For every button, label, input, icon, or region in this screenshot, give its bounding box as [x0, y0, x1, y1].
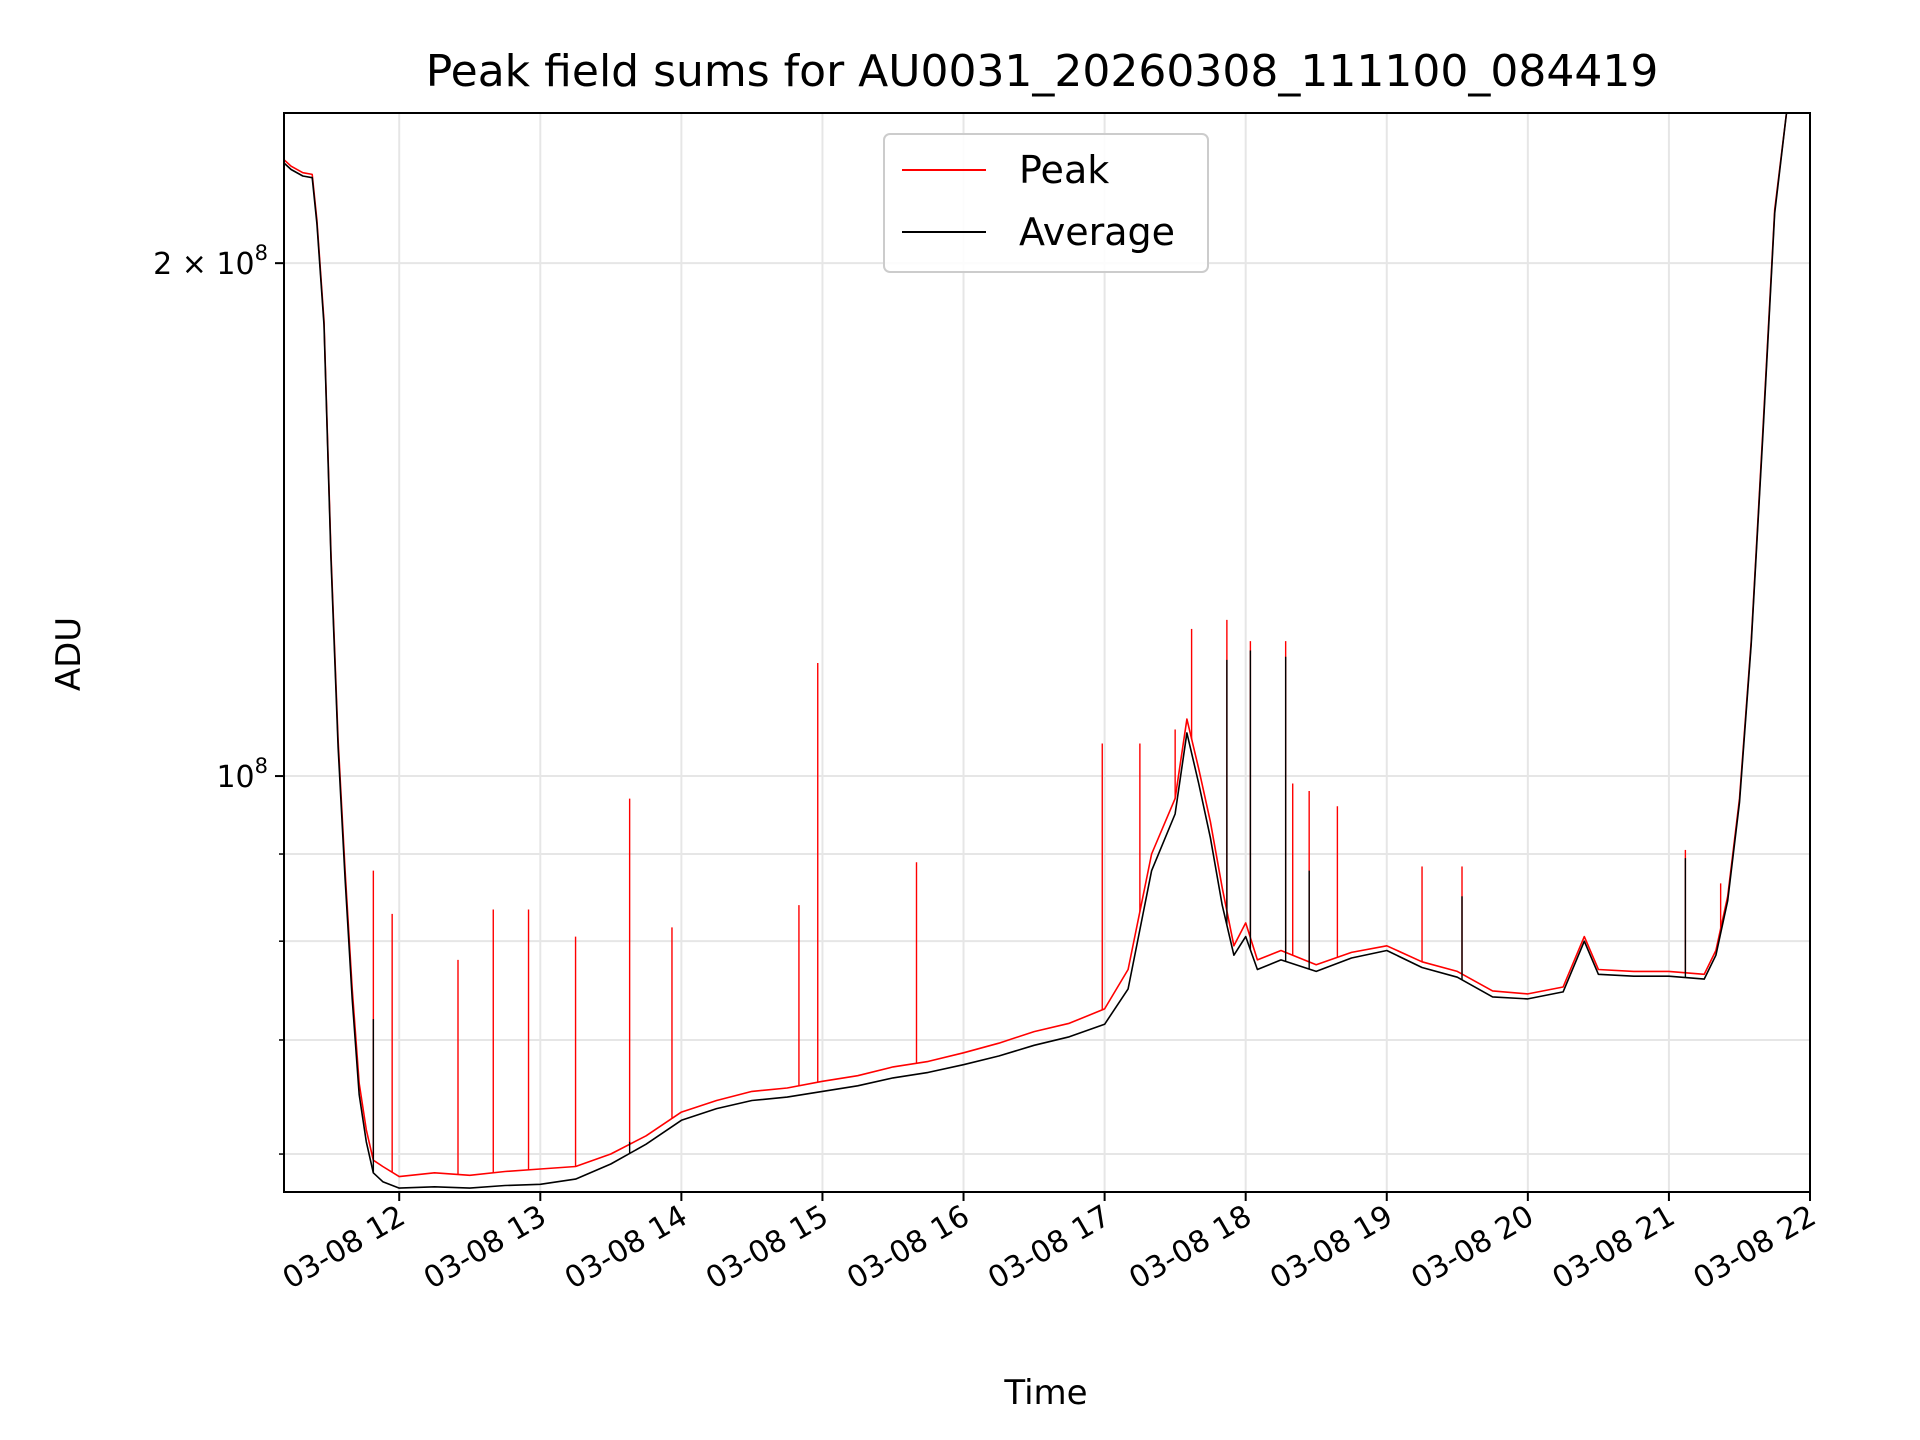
y-tick-label: 108 [216, 754, 268, 795]
x-axis-label: Time [1003, 1373, 1087, 1413]
series-line-peak [284, 113, 1788, 1178]
plot-area [284, 113, 1788, 1189]
legend-label-peak: Peak [1019, 148, 1109, 192]
legend-label-average: Average [1019, 210, 1175, 254]
legend-box [883, 133, 1209, 273]
series-line-average [284, 113, 1788, 1189]
y-axis: 108 2 × 108 [153, 241, 284, 1155]
plot-frame [283, 112, 1811, 1193]
y-tick-label: 2 × 108 [153, 241, 268, 282]
legend: Peak Average [883, 133, 1209, 273]
y-axis-label: ADU [49, 617, 89, 691]
chart-title: Peak field sums for AU0031_20260308_1111… [426, 46, 1659, 97]
series-group [284, 113, 1788, 1189]
